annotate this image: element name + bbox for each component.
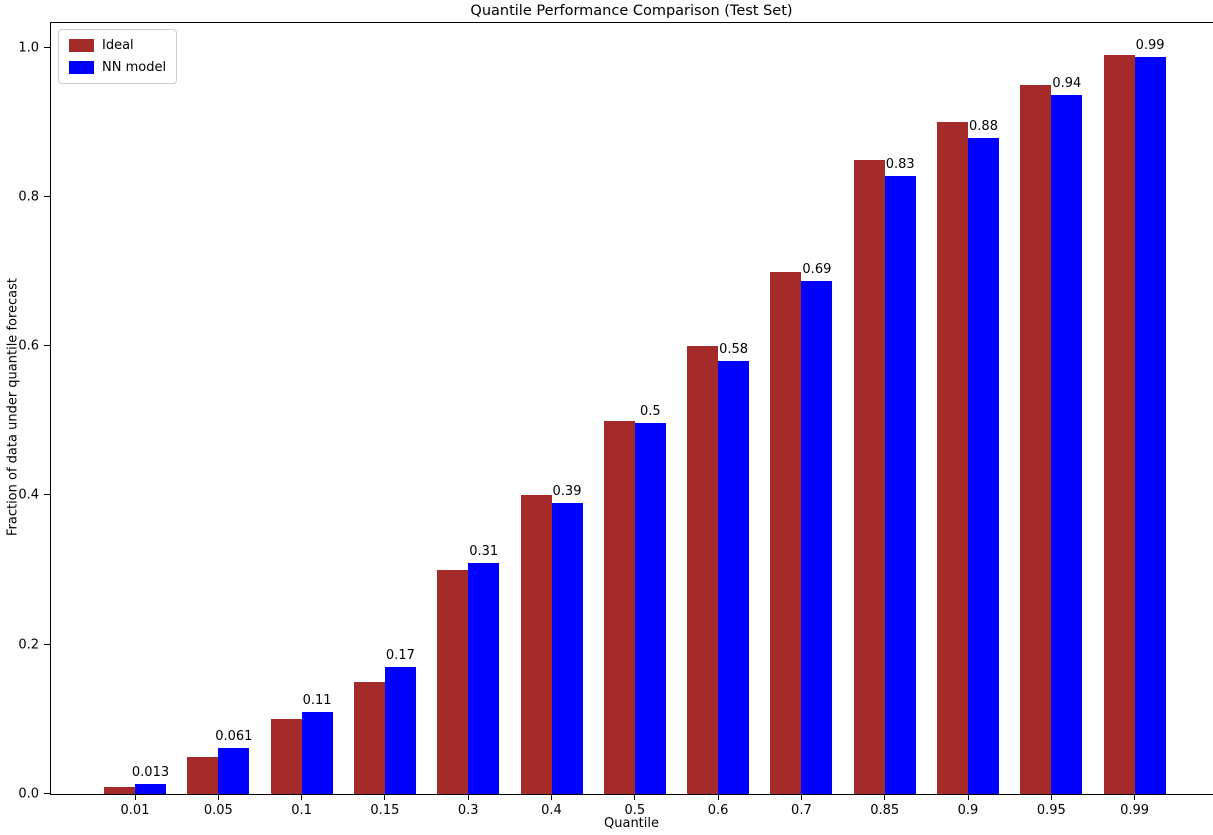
y-tick-label: 0.0	[18, 786, 39, 802]
bar-ideal	[853, 159, 885, 794]
x-tick-label: 0.85	[870, 803, 900, 818]
bar-value-label: 0.88	[969, 118, 998, 134]
bar-nn-model	[718, 361, 750, 794]
bar-nn-model	[1051, 95, 1083, 794]
y-tick-mark	[44, 195, 50, 197]
bar-ideal	[770, 271, 802, 794]
x-tick-mark	[1050, 794, 1052, 800]
bar-value-label: 0.94	[1052, 76, 1082, 92]
x-tick-mark	[467, 794, 469, 800]
x-tick-mark	[884, 794, 886, 800]
bar-nn-model	[218, 748, 250, 794]
bar-value-label: 0.39	[552, 483, 582, 499]
x-tick-mark	[717, 794, 719, 800]
bar-value-label: 0.5	[639, 404, 661, 420]
bar-nn-model	[884, 176, 916, 794]
bar-value-label: 0.013	[131, 765, 170, 781]
x-tick-mark	[634, 794, 636, 800]
legend-label-nn-model: NN model	[102, 60, 167, 75]
y-tick-label: 1.0	[18, 40, 39, 56]
y-tick-mark	[44, 345, 50, 347]
bar-ideal	[1103, 55, 1135, 794]
y-tick-mark	[44, 793, 50, 794]
y-tick-label: 0.8	[18, 189, 39, 205]
bar-value-label: 0.69	[802, 261, 832, 277]
bar-value-label: 0.061	[215, 729, 253, 745]
bar-ideal	[1020, 84, 1052, 794]
chart-title: Quantile Performance Comparison (Test Se…	[470, 3, 793, 19]
x-tick-mark	[967, 794, 969, 800]
bar-ideal	[270, 719, 302, 794]
y-tick-label: 0.6	[18, 338, 39, 354]
bar-nn-model	[634, 423, 666, 794]
x-tick-label: 0.05	[203, 803, 233, 818]
bar-ideal	[104, 786, 135, 794]
y-tick-mark	[44, 46, 50, 48]
bar-ideal	[520, 495, 552, 794]
bar-ideal	[937, 122, 968, 794]
bar-nn-model	[468, 562, 500, 794]
legend-item-ideal: Ideal	[69, 38, 166, 53]
bar-ideal	[187, 756, 219, 794]
x-tick-label: 0.5	[624, 803, 646, 818]
legend: Ideal NN model	[58, 29, 178, 84]
bar-ideal	[437, 570, 469, 794]
bar-nn-model	[968, 137, 999, 794]
x-tick-mark	[134, 794, 136, 800]
x-tick-label: 0.4	[541, 803, 562, 818]
bar-nn-model	[551, 502, 583, 794]
bar-value-label: 0.58	[719, 342, 749, 358]
bar-ideal	[687, 346, 719, 794]
x-tick-label: 0.95	[1036, 803, 1066, 818]
legend-label-ideal: Ideal	[102, 38, 134, 53]
x-tick-mark	[301, 794, 303, 800]
x-tick-label: 0.15	[370, 803, 400, 818]
x-tick-label: 0.7	[791, 803, 812, 818]
x-tick-mark	[217, 794, 219, 800]
bar-nn-model	[1134, 57, 1166, 794]
bar-nn-model	[301, 711, 333, 794]
x-tick-label: 0.3	[457, 803, 479, 818]
x-tick-mark	[1134, 794, 1136, 800]
y-tick-label: 0.4	[18, 487, 39, 503]
bar-nn-model	[801, 280, 833, 794]
legend-swatch-nn-model	[69, 61, 94, 74]
bar-value-label: 0.83	[885, 157, 915, 173]
bar-ideal	[603, 420, 635, 794]
legend-swatch-ideal	[69, 39, 94, 52]
y-tick-mark	[44, 643, 50, 645]
x-tick-mark	[384, 794, 386, 800]
x-tick-label: 0.01	[120, 803, 150, 818]
x-tick-mark	[551, 794, 552, 800]
bar-nn-model	[135, 784, 166, 794]
bar-nn-model	[384, 667, 416, 794]
bar-value-label: 0.31	[469, 543, 499, 559]
x-tick-label: 0.6	[707, 803, 729, 818]
bar-value-label: 0.17	[385, 648, 415, 664]
x-tick-label: 0.9	[957, 803, 979, 818]
x-axis-label: Quantile	[604, 816, 659, 831]
x-tick-label: 0.99	[1120, 803, 1150, 818]
legend-item-nn-model: NN model	[69, 60, 166, 75]
bar-value-label: 0.99	[1135, 38, 1165, 54]
bar-value-label: 0.11	[302, 692, 332, 708]
x-tick-mark	[800, 794, 802, 800]
bar-ideal	[353, 682, 385, 794]
x-tick-label: 0.1	[291, 803, 312, 818]
plot-area: Ideal NN model 0.0 0.2 0.4 0.6 0.8 1.0 0.01 0.0…	[18, 22, 1213, 818]
y-tick-label: 0.2	[18, 637, 39, 653]
y-tick-mark	[44, 494, 50, 496]
